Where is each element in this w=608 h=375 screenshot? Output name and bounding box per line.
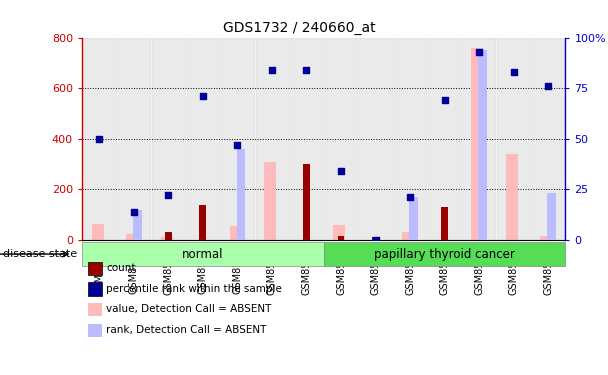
Bar [471,48,483,240]
Point [164,192,173,198]
Text: papillary thyroid cancer: papillary thyroid cancer [374,248,515,261]
Bar [289,38,323,240]
Point [336,168,346,174]
Bar [372,237,379,240]
Bar [462,38,496,240]
Bar [303,164,310,240]
Bar [220,38,255,240]
Bar [199,205,206,240]
Bar [82,38,117,240]
Bar [323,38,358,240]
Bar [441,207,448,240]
Bar [333,225,345,240]
Bar [185,38,220,240]
Bar [547,194,556,240]
Bar [337,236,345,240]
Bar [255,38,289,240]
Point [509,69,519,75]
Bar [237,149,245,240]
Text: normal: normal [182,248,224,261]
Bar [126,234,138,240]
Point [371,237,381,243]
Bar [82,242,323,266]
Bar [133,210,142,240]
Bar [323,242,565,266]
Bar [393,38,427,240]
Point [129,209,139,214]
Point [405,195,415,201]
Bar [230,226,242,240]
Bar [496,38,531,240]
Text: count: count [106,263,136,273]
Bar [506,154,518,240]
Bar [541,236,553,240]
Bar [358,38,393,240]
Bar [478,50,487,240]
Text: value, Detection Call = ABSENT: value, Detection Call = ABSENT [106,304,272,314]
Bar [264,162,276,240]
Point [233,142,243,148]
Bar [409,198,418,240]
Text: disease state: disease state [3,249,77,259]
Bar [427,38,462,240]
Text: percentile rank within the sample: percentile rank within the sample [106,284,282,294]
Bar [402,232,415,240]
Bar [165,232,172,240]
Point [302,67,311,73]
Point [440,97,449,103]
Title: GDS1732 / 240660_at: GDS1732 / 240660_at [223,21,376,35]
Bar [531,38,565,240]
Point [267,67,277,73]
Point [94,136,104,142]
Text: rank, Detection Call = ABSENT: rank, Detection Call = ABSENT [106,325,267,335]
Point [474,49,484,55]
Bar [151,38,185,240]
Point [544,83,553,89]
Bar [92,224,103,240]
Point [198,93,208,99]
Bar [161,237,173,240]
Bar [117,38,151,240]
